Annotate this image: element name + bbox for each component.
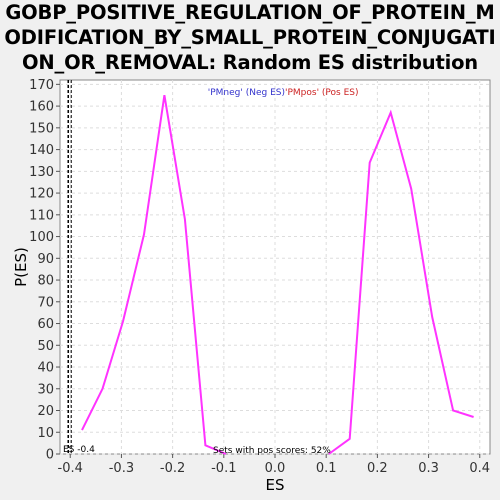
legend-neg: 'PMneg' (Neg ES) bbox=[208, 88, 285, 98]
title-line-1: GOBP_POSITIVE_REGULATION_OF_PROTEIN_M bbox=[5, 1, 495, 24]
y-tick-label: 150 bbox=[29, 121, 54, 136]
y-tick-label: 80 bbox=[37, 274, 54, 289]
title-line-2: ODIFICATION_BY_SMALL_PROTEIN_CONJUGATI bbox=[4, 26, 496, 49]
y-tick-label: 50 bbox=[37, 339, 54, 354]
x-tick-label: -0.3 bbox=[109, 461, 134, 476]
y-tick-label: 120 bbox=[29, 187, 54, 202]
y-axis-ticks: 0 10 20 30 40 50 60 70 80 90 100 110 120 130 140 150 160… bbox=[29, 78, 60, 463]
x-tick-label: -0.2 bbox=[160, 461, 185, 476]
y-tick-label: 30 bbox=[37, 382, 54, 397]
x-tick-label: 0.2 bbox=[367, 461, 388, 476]
es-marker-label: ES -0.4 bbox=[63, 445, 95, 455]
series-line-neg bbox=[81, 95, 227, 455]
y-tick-label: 140 bbox=[29, 143, 54, 158]
x-tick-label: 0.1 bbox=[316, 461, 337, 476]
y-tick-label: 160 bbox=[29, 100, 54, 115]
title-line-3: ON_OR_REMOVAL: Random ES distribution bbox=[22, 51, 478, 74]
chart-title: GOBP_POSITIVE_REGULATION_OF_PROTEIN_M OD… bbox=[0, 0, 500, 75]
x-tick-label: 0.0 bbox=[265, 461, 286, 476]
y-axis-label: P(ES) bbox=[12, 247, 30, 287]
y-tick-label: 70 bbox=[37, 295, 54, 310]
y-tick-label: 20 bbox=[37, 404, 54, 419]
x-tick-label: 0.4 bbox=[469, 461, 490, 476]
y-tick-label: 90 bbox=[37, 252, 54, 267]
x-axis-ticks: -0.4 -0.3 -0.2 -0.1 0.0 0.1 0.2 0.3 0.4 bbox=[58, 454, 490, 476]
y-tick-label: 10 bbox=[37, 426, 54, 441]
x-tick-label: 0.3 bbox=[418, 461, 439, 476]
y-tick-label: 40 bbox=[37, 361, 54, 376]
series-lines bbox=[81, 95, 474, 455]
y-tick-label: 110 bbox=[29, 208, 54, 223]
y-tick-label: 100 bbox=[29, 230, 54, 245]
y-tick-label: 0 bbox=[46, 448, 54, 463]
x-axis-label: ES bbox=[266, 476, 285, 494]
legend-pos: 'PMpos' (Pos ES) bbox=[285, 88, 359, 98]
y-tick-label: 60 bbox=[37, 317, 54, 332]
x-tick-label: -0.4 bbox=[58, 461, 83, 476]
y-tick-label: 130 bbox=[29, 165, 54, 180]
pos-scores-label: Sets with pos scores: 52% bbox=[213, 446, 331, 456]
y-tick-label: 170 bbox=[29, 78, 54, 93]
x-tick-label: -0.1 bbox=[211, 461, 236, 476]
series-line-pos bbox=[328, 109, 474, 455]
